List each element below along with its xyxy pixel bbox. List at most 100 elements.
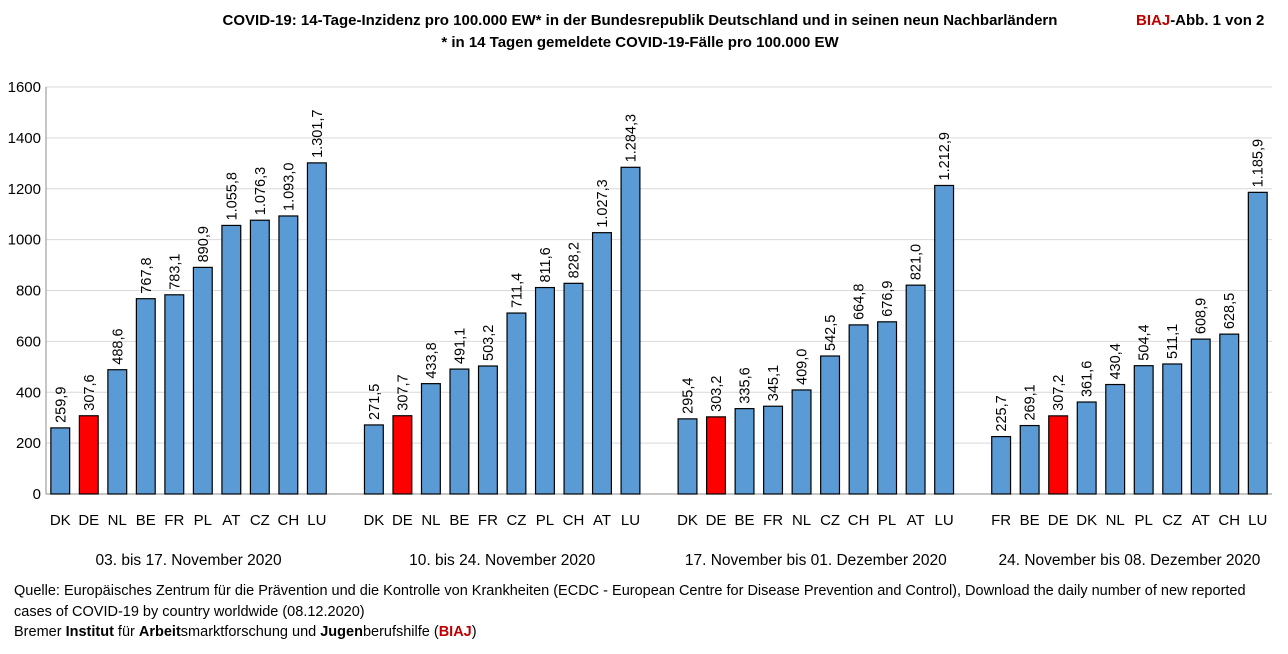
- bar-chart: 0 200 400 600 800 1000 1200 1400 1600 259,9 DK 307,…: [8, 79, 1272, 569]
- org-part-0: Bremer: [14, 624, 66, 640]
- bar-fr: [763, 405, 784, 495]
- data-label: 711,4: [509, 273, 525, 308]
- data-label: 1.076,3: [253, 167, 269, 215]
- y-tick-label: 0: [33, 486, 41, 503]
- x-tick-label: LU: [1248, 512, 1267, 529]
- y-tick-label: 800: [16, 283, 41, 300]
- bar-cz: [820, 355, 841, 495]
- chart-title: COVID-19: 14-Tage-Inzidenz pro 100.000 E…: [150, 10, 1130, 54]
- bar-de: [1048, 415, 1069, 495]
- org-part-3: Arbeit: [138, 624, 181, 640]
- x-tick-label: PL: [878, 512, 896, 529]
- bar-ch: [1219, 333, 1240, 495]
- bar-cz: [249, 219, 270, 495]
- organization-line: Bremer Institut für Arbeitsmarktforschun…: [14, 622, 1274, 643]
- x-tick-label: FR: [478, 512, 498, 529]
- y-tick-label: 1200: [8, 181, 41, 198]
- period-label: 24. November bis 08. Dezember 2020: [998, 552, 1260, 569]
- source-note: Quelle: Europäisches Zentrum für die Prä…: [14, 581, 1274, 643]
- data-label: 767,8: [139, 257, 155, 293]
- bar-nl: [420, 383, 441, 495]
- x-tick-label: AT: [907, 512, 925, 529]
- x-tick-label: FR: [164, 512, 184, 529]
- period-label: 10. bis 24. November 2020: [409, 552, 595, 569]
- x-tick-label: DE: [392, 512, 413, 529]
- bar-dk: [50, 427, 71, 495]
- x-tick-label: FR: [991, 512, 1011, 529]
- x-tick-label: AT: [1192, 512, 1210, 529]
- y-tick-label: 400: [16, 384, 41, 401]
- data-label: 345,1: [766, 365, 782, 401]
- x-tick-label: NL: [108, 512, 127, 529]
- x-tick-label: LU: [621, 512, 640, 529]
- bar-at: [905, 284, 926, 495]
- data-label: 259,9: [53, 387, 69, 423]
- x-tick-label: LU: [935, 512, 954, 529]
- bar-be: [135, 298, 156, 495]
- data-label: 542,5: [823, 315, 839, 351]
- data-label: 503,2: [481, 325, 497, 361]
- x-tick-label: CZ: [250, 512, 270, 529]
- data-label: 511,1: [1165, 324, 1181, 359]
- badge-rest: -Abb. 1 von 2: [1170, 12, 1265, 29]
- data-label: 488,6: [110, 328, 126, 364]
- badge-brand: BIAJ: [1136, 12, 1171, 29]
- org-part-2: für: [113, 624, 139, 640]
- y-tick-label: 1600: [8, 79, 41, 96]
- bar-ch: [563, 282, 584, 495]
- data-label: 303,2: [709, 376, 725, 412]
- period-label: 17. November bis 01. Dezember 2020: [685, 552, 947, 569]
- y-tick-label: 200: [16, 435, 41, 452]
- x-tick-label: FR: [763, 512, 783, 529]
- x-tick-label: BE: [449, 512, 469, 529]
- data-label: 1.284,3: [623, 114, 639, 162]
- data-label: 1.212,9: [937, 132, 953, 180]
- org-part-8: ): [471, 624, 477, 640]
- x-tick-label: CZ: [1162, 512, 1182, 529]
- bar-be: [734, 408, 755, 495]
- data-label: 335,6: [738, 367, 754, 403]
- bar-dk: [677, 418, 698, 495]
- data-label: 676,9: [880, 281, 896, 317]
- bar-pl: [1133, 365, 1154, 495]
- bar-nl: [107, 369, 128, 495]
- data-label: 1.301,7: [310, 109, 326, 157]
- x-tick-label: DE: [1048, 512, 1069, 529]
- bar-nl: [791, 389, 812, 495]
- data-label: 628,5: [1222, 293, 1238, 329]
- org-part-4: smarktforschung und: [180, 624, 321, 640]
- x-tick-label: DK: [363, 512, 384, 529]
- x-tick-label: DK: [50, 512, 71, 529]
- data-label: 433,8: [424, 342, 440, 378]
- x-tick-label: CH: [848, 512, 870, 529]
- org-part-5: Jugen: [320, 624, 363, 640]
- data-label: 1.055,8: [224, 172, 240, 220]
- data-label: 1.093,0: [281, 163, 297, 211]
- x-tick-label: BE: [735, 512, 755, 529]
- x-tick-label: BE: [1020, 512, 1040, 529]
- bar-dk: [1076, 401, 1097, 495]
- bar-at: [591, 232, 612, 495]
- data-label: 430,4: [1108, 343, 1124, 379]
- data-label: 890,9: [196, 226, 212, 262]
- data-label: 1.185,9: [1251, 139, 1267, 187]
- bar-de: [78, 415, 99, 495]
- x-tick-label: DE: [706, 512, 727, 529]
- x-tick-label: DK: [1076, 512, 1097, 529]
- x-tick-label: DK: [677, 512, 698, 529]
- x-tick-label: NL: [792, 512, 811, 529]
- title-line-2: * in 14 Tagen gemeldete COVID-19-Fälle p…: [441, 34, 839, 51]
- bar-lu: [934, 184, 955, 495]
- figure-badge: BIAJ-Abb. 1 von 2: [1136, 10, 1264, 32]
- x-tick-label: CH: [1218, 512, 1240, 529]
- bar-be: [449, 368, 470, 495]
- data-label: 295,4: [681, 378, 697, 414]
- x-tick-label: CH: [278, 512, 300, 529]
- bar-dk: [363, 424, 384, 495]
- x-tick-label: BE: [136, 512, 156, 529]
- data-label: 783,1: [167, 254, 183, 290]
- bar-fr: [477, 365, 498, 495]
- data-label: 225,7: [994, 395, 1010, 431]
- x-tick-label: DE: [78, 512, 99, 529]
- bar-at: [221, 224, 242, 495]
